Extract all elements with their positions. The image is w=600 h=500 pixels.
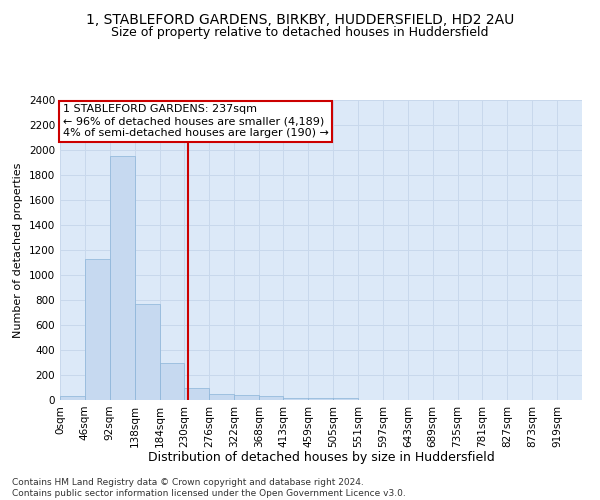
X-axis label: Distribution of detached houses by size in Huddersfield: Distribution of detached houses by size … (148, 451, 494, 464)
Bar (333, 398, 358, 400)
Bar (308, 398, 333, 400)
Text: 1 STABLEFORD GARDENS: 237sqm
← 96% of detached houses are smaller (4,189)
4% of : 1 STABLEFORD GARDENS: 237sqm ← 96% of de… (62, 104, 328, 138)
Bar (85, 259, 110, 400)
Text: 1, STABLEFORD GARDENS, BIRKBY, HUDDERSFIELD, HD2 2AU: 1, STABLEFORD GARDENS, BIRKBY, HUDDERSFI… (86, 12, 514, 26)
Y-axis label: Number of detached properties: Number of detached properties (13, 162, 23, 338)
Bar (259, 396, 283, 400)
Bar (134, 304, 160, 400)
Bar (283, 398, 308, 400)
Bar (209, 394, 234, 400)
Text: Contains HM Land Registry data © Crown copyright and database right 2024.
Contai: Contains HM Land Registry data © Crown c… (12, 478, 406, 498)
Bar (184, 388, 209, 400)
Bar (234, 395, 259, 400)
Bar (110, 156, 134, 400)
Text: Size of property relative to detached houses in Huddersfield: Size of property relative to detached ho… (111, 26, 489, 39)
Bar (60, 396, 85, 400)
Bar (160, 362, 184, 400)
